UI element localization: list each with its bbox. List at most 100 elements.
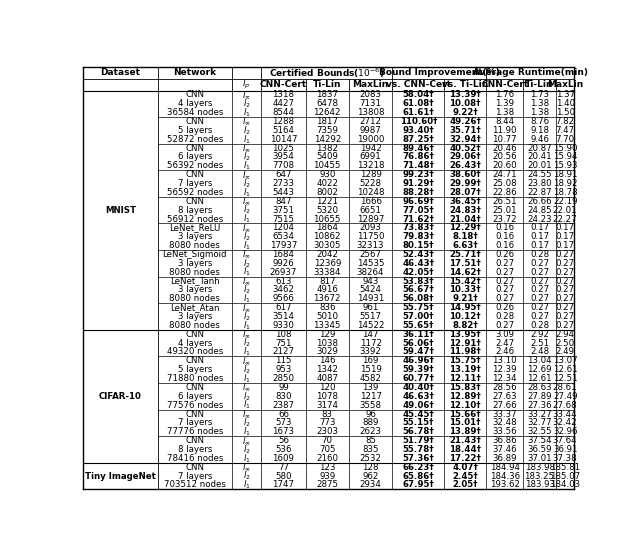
Text: Dataset: Dataset [100,68,140,77]
Text: 26.43†: 26.43† [449,161,481,170]
Text: $l_2$: $l_2$ [243,443,250,456]
Text: 3954: 3954 [273,153,294,161]
Text: $l_1$: $l_1$ [243,372,250,385]
Text: 0.16: 0.16 [495,232,515,241]
Text: 2532: 2532 [360,454,381,463]
Text: 37.54: 37.54 [527,436,552,445]
Text: 14.95†: 14.95† [449,303,481,312]
Text: 15.66†: 15.66† [449,410,481,418]
Text: 13.39†: 13.39† [449,91,481,99]
Text: 9.21†: 9.21† [452,294,478,303]
Text: 7 layers: 7 layers [177,472,212,480]
Text: 24.55: 24.55 [527,170,552,179]
Text: 56912 nodes: 56912 nodes [166,215,223,223]
Text: 183.98: 183.98 [525,463,555,472]
Text: 8080 nodes: 8080 nodes [169,321,220,330]
Text: 28.56: 28.56 [492,383,517,392]
Text: $l_{\infty}$: $l_{\infty}$ [243,408,251,420]
Text: 87.25†: 87.25† [403,135,434,144]
Text: 32.96: 32.96 [553,427,577,436]
Text: 1289: 1289 [360,170,381,179]
Text: 1.38: 1.38 [530,108,549,117]
Text: $l_1$: $l_1$ [243,452,250,464]
Text: $l_{\infty}$: $l_{\infty}$ [243,222,251,234]
Text: $l_1$: $l_1$ [243,239,250,252]
Text: 27.68: 27.68 [553,401,577,410]
Text: 0.27: 0.27 [530,294,549,303]
Text: 0.26: 0.26 [495,250,515,259]
Text: 46.43†: 46.43† [403,259,435,268]
Text: 3 layers: 3 layers [177,259,212,268]
Text: $l_{\infty}$: $l_{\infty}$ [243,355,251,367]
Text: CIFAR-10: CIFAR-10 [99,392,141,401]
Text: 1.38: 1.38 [495,108,515,117]
Text: 26937: 26937 [269,268,297,277]
Text: 1.76: 1.76 [495,91,515,99]
Text: 37.38: 37.38 [553,454,577,463]
Text: $l_1$: $l_1$ [243,425,250,438]
Text: 11750: 11750 [357,232,385,241]
Text: 27.66: 27.66 [492,401,517,410]
Text: Bound Improvement(%): Bound Improvement(%) [379,68,500,77]
Text: 0.16: 0.16 [495,223,515,232]
Text: 22.19: 22.19 [553,197,577,206]
Text: 2.48: 2.48 [530,348,549,356]
Text: 15.90: 15.90 [553,144,577,153]
Text: 37.01: 37.01 [527,454,552,463]
Text: 830: 830 [275,392,292,401]
Text: 5443: 5443 [273,188,294,197]
Text: 0.27: 0.27 [556,285,575,294]
Text: LeNet_ReLU: LeNet_ReLU [169,223,220,232]
Text: 703512 nodes: 703512 nodes [164,480,226,490]
Text: 2093: 2093 [360,223,381,232]
Text: Ti-Lin: Ti-Lin [313,80,342,89]
Text: 36.86: 36.86 [492,436,517,445]
Text: 12369: 12369 [314,259,341,268]
Text: 9566: 9566 [273,294,294,303]
Text: 71880 nodes: 71880 nodes [166,374,223,383]
Text: 939: 939 [319,472,335,480]
Text: 1684: 1684 [273,250,294,259]
Text: 93.40†: 93.40† [403,126,434,135]
Text: 49.26†: 49.26† [449,117,481,126]
Text: 8 layers: 8 layers [177,445,212,454]
Text: 70: 70 [322,436,333,445]
Text: 4022: 4022 [316,179,338,188]
Text: 3462: 3462 [273,285,294,294]
Text: 27.36: 27.36 [527,401,552,410]
Text: 7515: 7515 [273,215,294,223]
Text: 57.00†: 57.00† [403,312,434,321]
Text: CNN: CNN [185,383,204,392]
Text: 573: 573 [275,418,292,428]
Text: 89.46†: 89.46† [403,144,434,153]
Text: 35.71†: 35.71† [449,126,481,135]
Text: 15.83†: 15.83† [449,383,481,392]
Text: 91.29†: 91.29† [403,179,434,188]
Text: 13.89†: 13.89† [449,427,481,436]
Text: $l_{\infty}$: $l_{\infty}$ [243,195,251,207]
Text: LeNet_Tanh: LeNet_Tanh [170,277,220,285]
Text: 169: 169 [362,356,379,365]
Text: 2733: 2733 [273,179,294,188]
Text: CNN: CNN [185,91,204,99]
Text: 23.80: 23.80 [527,179,552,188]
Text: 27.49: 27.49 [553,392,577,401]
Text: 647: 647 [275,170,292,179]
Text: 10655: 10655 [314,215,341,223]
Text: 30305: 30305 [314,241,341,250]
Text: 961: 961 [362,303,379,312]
Text: 22.87: 22.87 [527,188,552,197]
Text: 24.71: 24.71 [492,170,517,179]
Text: 15.93: 15.93 [553,161,577,170]
Text: 943: 943 [362,277,379,285]
Text: 2712: 2712 [360,117,381,126]
Text: 580: 580 [275,472,292,480]
Text: 2303: 2303 [316,427,338,436]
Text: 0.27: 0.27 [556,321,575,330]
Text: 71.48†: 71.48† [403,161,435,170]
Text: 36.91: 36.91 [553,445,577,454]
Text: 0.28: 0.28 [495,312,515,321]
Text: $l_2$: $l_2$ [243,257,250,270]
Text: 128: 128 [362,463,379,472]
Text: 2567: 2567 [360,250,381,259]
